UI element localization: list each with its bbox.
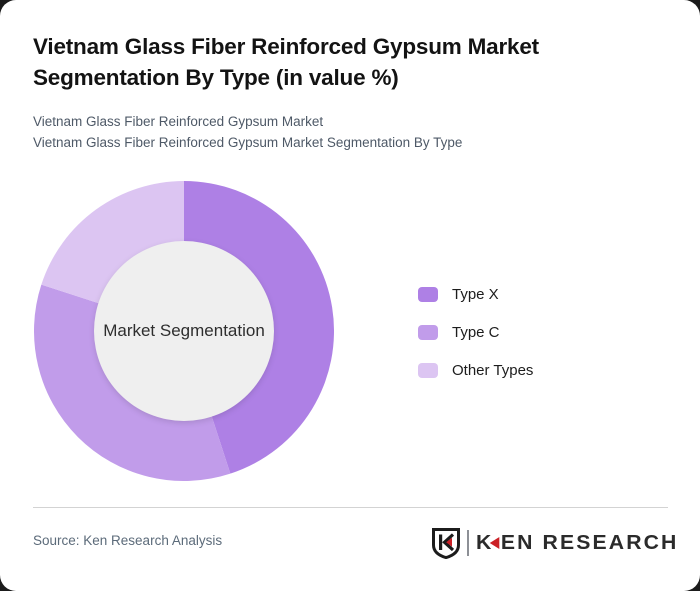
subtitle-line-1: Vietnam Glass Fiber Reinforced Gypsum Ma… bbox=[33, 114, 324, 129]
page-title: Vietnam Glass Fiber Reinforced Gypsum Ma… bbox=[33, 34, 539, 90]
logo-wordmark: K EN RESEARCH bbox=[476, 532, 678, 555]
logo-wordmark-rest: EN RESEARCH bbox=[500, 531, 679, 554]
donut-hole bbox=[94, 241, 274, 421]
ken-research-shield-icon bbox=[431, 528, 460, 559]
legend-item-other-types: Other Types bbox=[418, 362, 534, 379]
donut-chart: Market Segmentation bbox=[34, 181, 334, 481]
legend-item-type-x: Type X bbox=[418, 286, 533, 303]
logo-wordmark-k: K bbox=[475, 531, 494, 554]
donut-svg bbox=[34, 181, 334, 481]
legend-label: Other Types bbox=[452, 362, 534, 379]
ken-research-logo: K EN RESEARCH bbox=[431, 527, 676, 559]
logo-red-triangle-icon bbox=[490, 537, 500, 549]
legend-swatch bbox=[418, 325, 438, 340]
logo-divider-bar bbox=[466, 530, 469, 556]
subtitle-block: Vietnam Glass Fiber Reinforced Gypsum Ma… bbox=[33, 111, 462, 153]
legend-label: Type C bbox=[452, 324, 500, 341]
legend-label: Type X bbox=[452, 286, 499, 303]
legend-item-type-c: Type C bbox=[418, 324, 533, 341]
source-text: Source: Ken Research Analysis bbox=[33, 533, 223, 548]
legend-swatch bbox=[418, 287, 438, 302]
chart-legend: Type X Type C Other Types bbox=[418, 286, 534, 401]
footer-divider bbox=[33, 507, 668, 508]
subtitle-line-2: Vietnam Glass Fiber Reinforced Gypsum Ma… bbox=[33, 135, 463, 150]
legend-swatch bbox=[418, 363, 438, 378]
